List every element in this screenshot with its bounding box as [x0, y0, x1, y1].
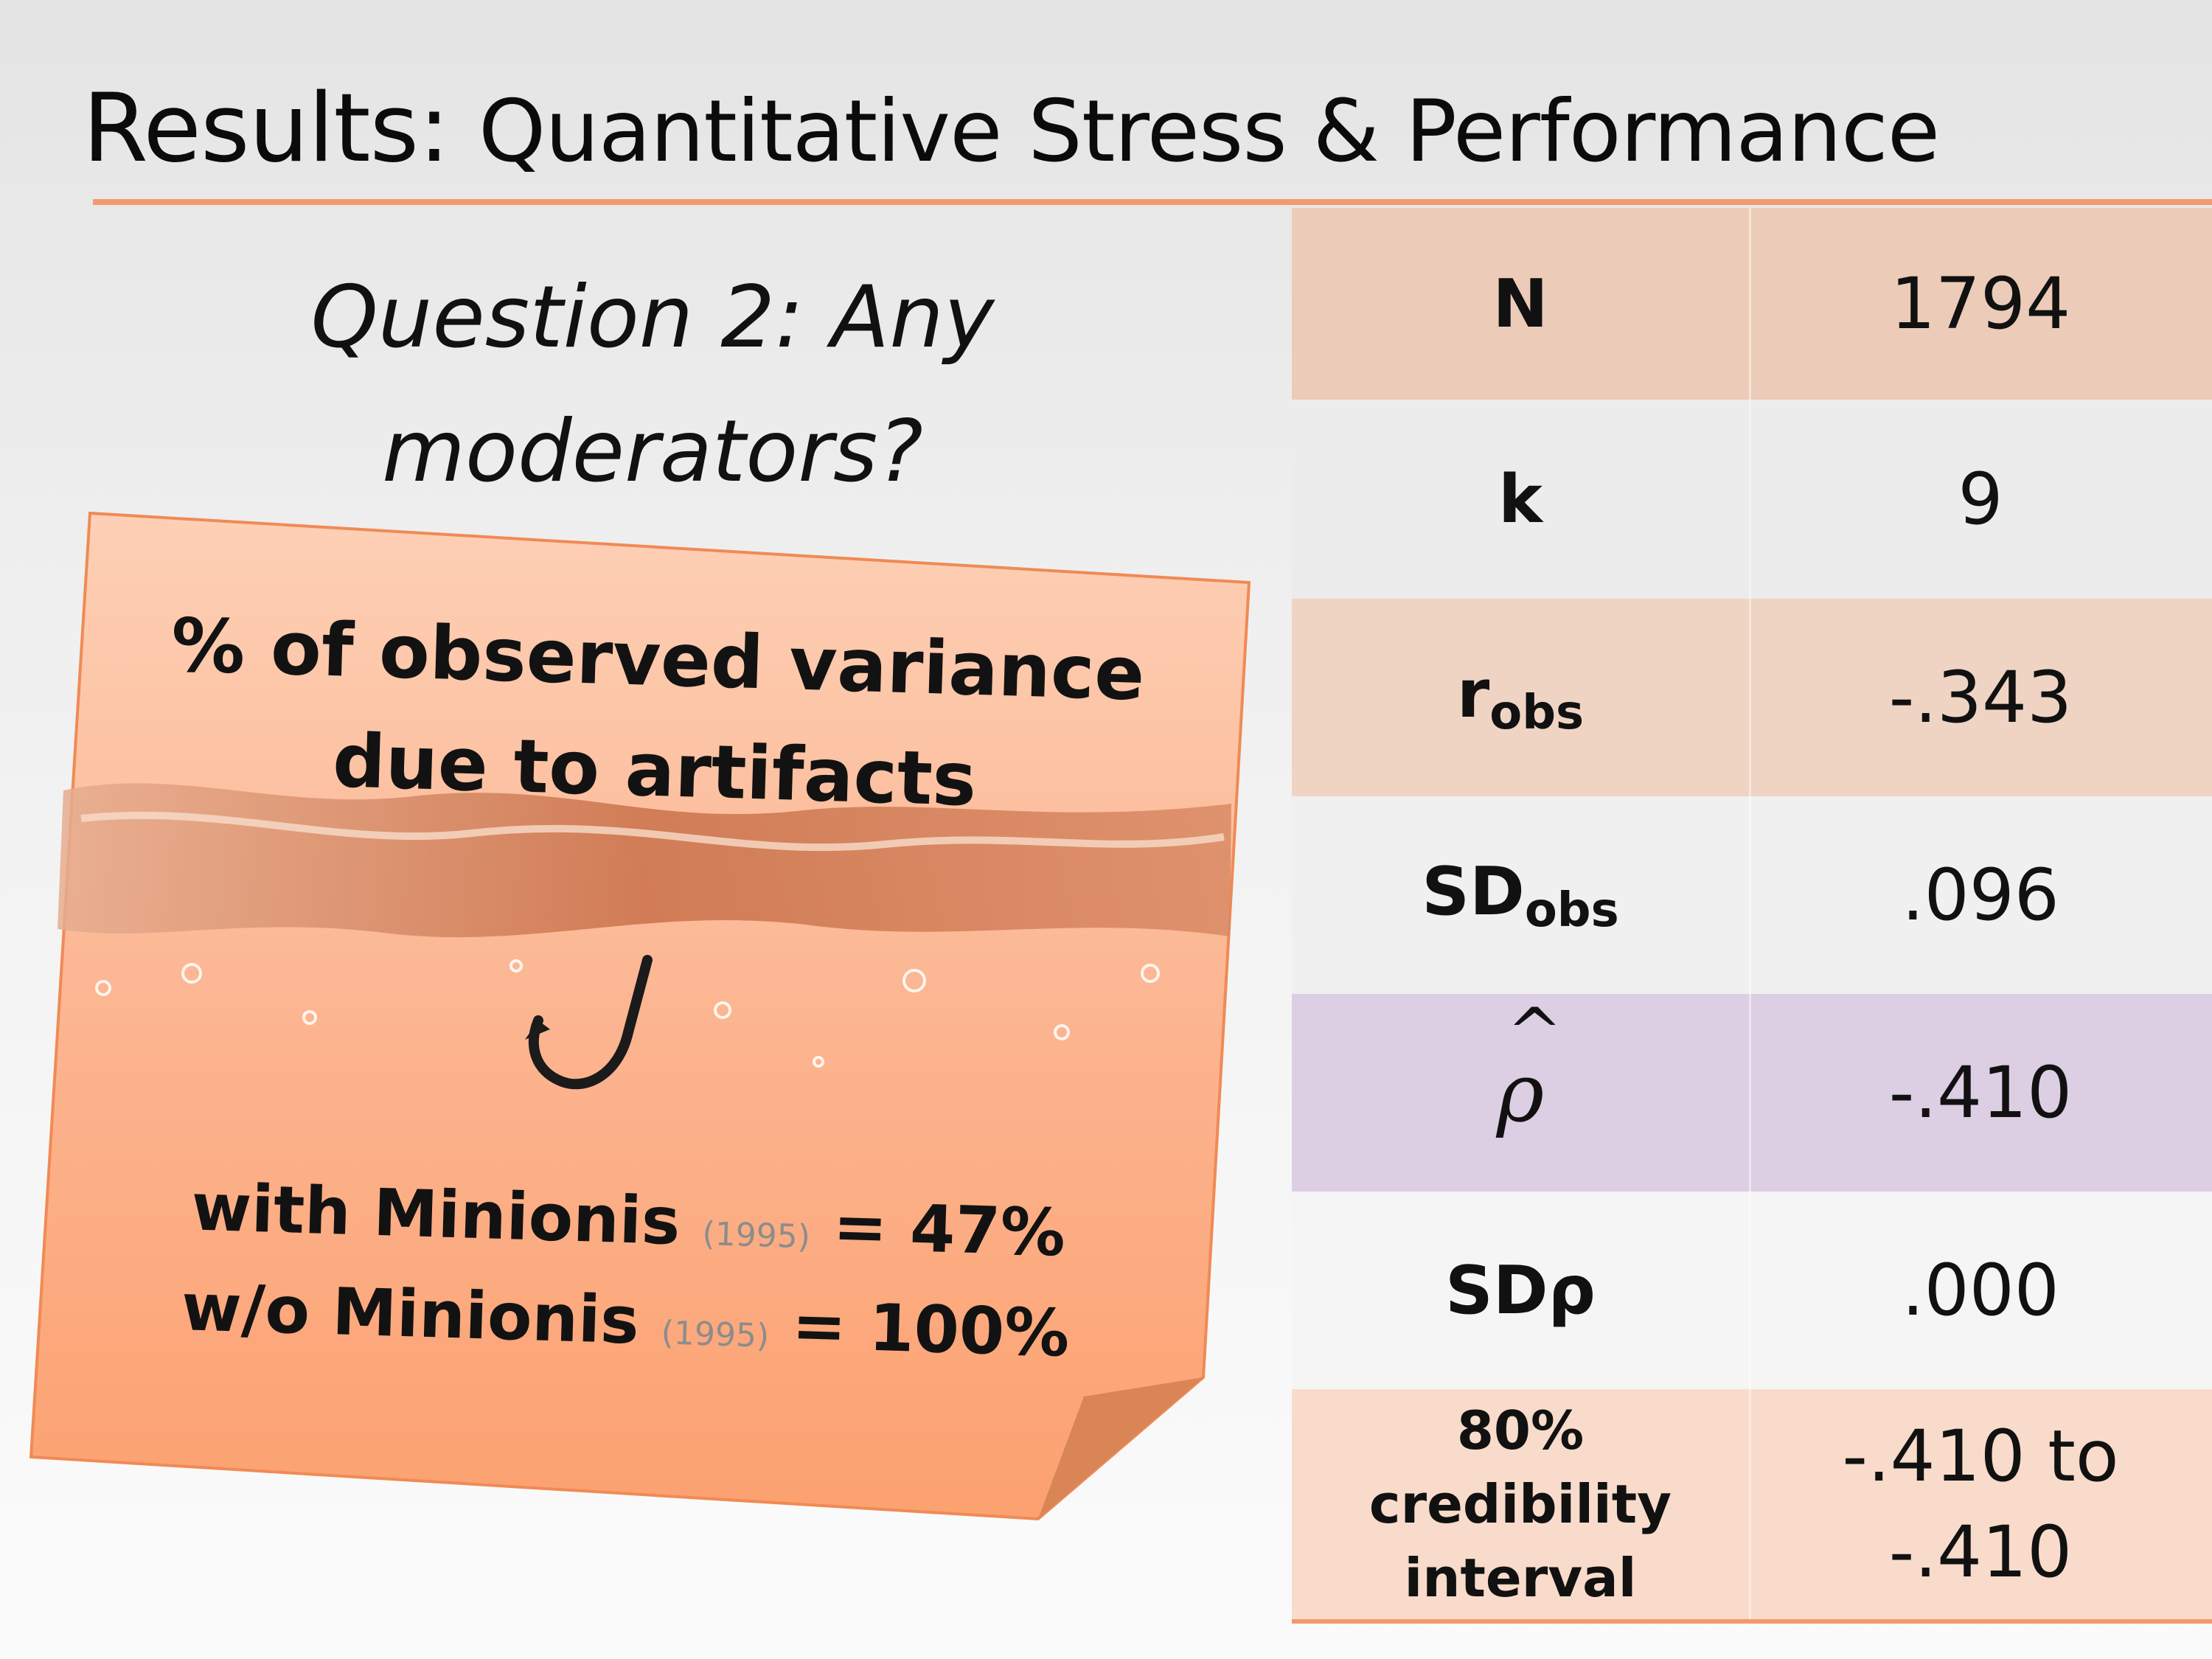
note-with-label: with Minionis: [190, 1169, 681, 1260]
row-label-sd-rho: SDρ: [1445, 1251, 1596, 1329]
row-value-n: 1794: [1890, 262, 2071, 345]
row-value-sd-obs: .096: [1902, 854, 2059, 936]
title-underline: [93, 199, 2212, 205]
question-line-1: Question 2: Any: [310, 268, 995, 367]
note-without-value: = 100%: [790, 1287, 1071, 1371]
row-label-sd-obs: SDobs: [1292, 853, 1749, 938]
table-row-rho-hat: ^ ρ -.410: [1292, 994, 2212, 1192]
sticky-note-graphic: [29, 511, 1251, 1521]
row-label-credibility: 80% credibility interval: [1292, 1394, 1749, 1615]
water-wave-highlight: [80, 811, 1225, 852]
sd-obs-main: SD: [1422, 852, 1525, 931]
slide-title: Results: Quantitative Stress & Performan…: [83, 74, 1940, 184]
sd-obs-sub: obs: [1524, 883, 1619, 938]
slide-title-sub: Quantitative Stress & Performance: [479, 82, 1940, 181]
results-table: N 1794 k 9 robs -.343 SDobs .096 ^ ρ -.41…: [1292, 208, 2212, 1624]
question-text: Question 2: Any moderators?: [221, 251, 1084, 519]
slide-title-main: Results:: [83, 74, 450, 184]
row-label-rho-hat: ^ ρ: [1292, 994, 1749, 1140]
row-value-rho-hat: -.410: [1888, 1051, 2073, 1134]
note-with-year: (1995): [701, 1215, 811, 1256]
question-line-2: moderators?: [382, 402, 923, 501]
note-without-label: w/o Minionis: [180, 1269, 641, 1359]
water-bubbles: [95, 959, 1160, 1068]
sticky-note-curl: [1038, 1377, 1203, 1519]
fish-hook-icon: [528, 955, 653, 1090]
table-row-k: k 9: [1292, 400, 2212, 599]
sticky-note: % of observed variance due to artifacts …: [0, 501, 1268, 1534]
table-row-r-obs: robs -.343: [1292, 599, 2212, 796]
row-label-r-obs: robs: [1292, 655, 1749, 740]
credibility-label: 80% credibility interval: [1368, 1399, 1672, 1609]
note-with-value: = 47%: [832, 1188, 1067, 1271]
table-row-sd-obs: SDobs .096: [1292, 796, 2212, 994]
note-heading: % of observed variance due to artifacts: [122, 589, 1190, 842]
row-label-k: k: [1498, 460, 1543, 538]
row-value-sd-rho: .000: [1902, 1249, 2059, 1332]
table-bottom-rule: [1292, 1619, 2212, 1624]
row-label-n: N: [1492, 265, 1548, 343]
row-value-k: 9: [1958, 458, 2003, 540]
row-value-r-obs: -.343: [1888, 656, 2073, 739]
credibility-value: -.410 to -.410: [1842, 1415, 2119, 1593]
table-row-credibility: 80% credibility interval -.410 to -.410: [1292, 1389, 2212, 1619]
rho-symbol: ρ: [1496, 1046, 1545, 1140]
r-obs-main: r: [1456, 655, 1490, 733]
note-without-year: (1995): [661, 1314, 770, 1355]
hat-icon: ^: [1506, 994, 1563, 1071]
table-row-sd-rho: SDρ .000: [1292, 1192, 2212, 1389]
note-results: with Minionis (1995) = 47% w/o Minionis …: [145, 1162, 1108, 1391]
table-row-n: N 1794: [1292, 208, 2212, 400]
water-wave: [58, 783, 1231, 938]
row-value-credibility: -.410 to -.410: [1749, 1408, 2212, 1600]
r-obs-sub: obs: [1489, 685, 1585, 740]
